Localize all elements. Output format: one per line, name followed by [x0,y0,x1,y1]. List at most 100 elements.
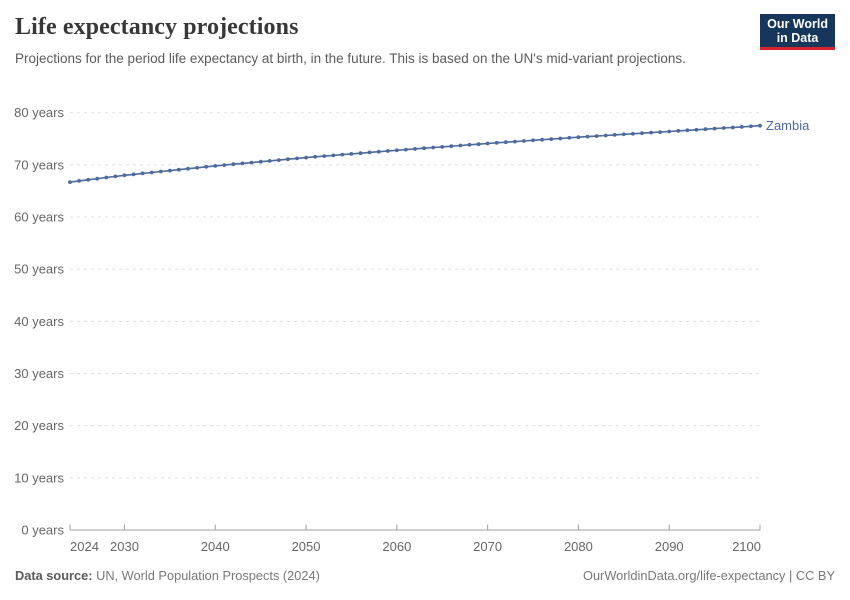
x-tick-label: 2024 [70,539,99,554]
y-tick-label: 0 years [21,523,64,538]
data-point-marker [140,171,145,176]
data-point-marker [86,177,91,182]
chart-subtitle: Projections for the period life expectan… [15,51,686,66]
data-point-marker [585,134,590,139]
y-tick-label: 40 years [14,314,64,329]
data-point-marker [249,160,254,165]
x-tick-label: 2070 [473,539,502,554]
y-tick-label: 50 years [14,262,64,277]
data-point-marker [258,159,263,164]
entity-label[interactable]: Zambia [766,118,810,133]
data-point-marker [358,151,363,156]
data-point-marker [349,152,354,156]
data-point-marker [658,130,662,135]
data-point-marker [458,143,463,148]
data-point-marker [503,140,508,145]
y-tick-label: 80 years [14,105,64,120]
x-tick-label: 2090 [655,539,684,554]
data-point-marker [739,125,744,129]
data-point-marker [286,157,290,162]
y-tick-label: 20 years [14,418,64,433]
data-point-marker [340,152,345,157]
x-tick-label: 2100 [732,539,761,554]
data-point-marker [640,131,644,136]
data-point-marker [730,125,735,130]
data-point-marker [331,153,336,158]
x-tick-label: 2040 [201,539,230,554]
data-point-marker [513,139,517,144]
chart-header: Life expectancy projections Projections … [15,14,835,67]
data-point-marker [313,154,317,159]
data-point-marker [540,137,544,142]
data-point-marker [476,142,481,147]
data-point-marker [195,165,200,170]
data-point-marker [667,129,672,134]
series-line-zambia [69,124,761,183]
y-tick-label: 10 years [14,470,64,485]
data-point-marker [413,147,417,151]
data-point-marker [158,169,163,174]
data-point-marker [186,166,190,171]
data-point-marker [404,147,408,152]
owid-logo[interactable]: Our World in Data [760,14,835,50]
data-point-marker [485,141,490,146]
data-point-marker [367,150,372,155]
data-point-marker [494,140,499,145]
data-point-marker [721,126,726,130]
data-point-marker [676,129,681,133]
x-tick-label: 2060 [382,539,411,554]
data-point-marker [567,135,572,140]
data-point-marker [177,167,181,172]
data-point-marker [558,136,563,141]
data-point-marker [712,126,717,131]
data-point-marker [322,154,327,159]
data-point-marker [240,161,245,166]
data-point-marker [422,146,426,151]
data-point-marker [594,134,599,139]
data-point-marker [394,148,399,153]
data-point-marker [431,145,436,150]
x-tick-label: 2030 [110,539,139,554]
data-point-marker [758,123,762,128]
data-point-marker [376,149,381,154]
data-point-marker [612,133,617,137]
data-point-marker [467,142,472,147]
data-point-marker [685,128,690,133]
data-point-marker [104,175,109,180]
data-point-marker [77,179,81,183]
data-point-marker [131,172,136,177]
data-point-marker [113,174,118,179]
data-point-marker [694,127,699,132]
data-point-marker [576,135,581,140]
data-point-marker [631,131,635,136]
data-point-marker [222,163,227,168]
owid-logo-line1: Our World [767,17,828,31]
data-point-marker [231,162,236,167]
data-point-marker [649,130,653,135]
data-point-marker [95,176,100,181]
data-point-marker [168,168,172,173]
data-point-marker [385,149,390,153]
owid-url-license-link[interactable]: OurWorldinData.org/life-expectancy | CC … [582,568,835,583]
data-point-marker [549,137,554,142]
data-point-marker [204,164,209,169]
chart-footer: Data source: UN, World Population Prospe… [15,568,835,583]
data-point-marker [304,155,308,160]
data-source-label: Data source: [15,568,93,583]
data-source-text: UN, World Population Prospects (2024) [92,568,320,583]
y-tick-label: 60 years [14,210,64,225]
data-point-marker [603,133,608,138]
data-point-marker [703,127,708,132]
x-tick-label: 2050 [292,539,321,554]
data-point-marker [522,139,526,143]
x-tick-label: 2080 [564,539,593,554]
data-point-marker [621,132,626,137]
y-tick-label: 30 years [14,366,64,381]
data-point-marker [213,164,218,168]
owid-logo-line2: in Data [776,31,819,45]
data-point-marker [276,158,281,163]
data-point-marker [449,144,454,149]
data-point-marker [122,173,127,178]
